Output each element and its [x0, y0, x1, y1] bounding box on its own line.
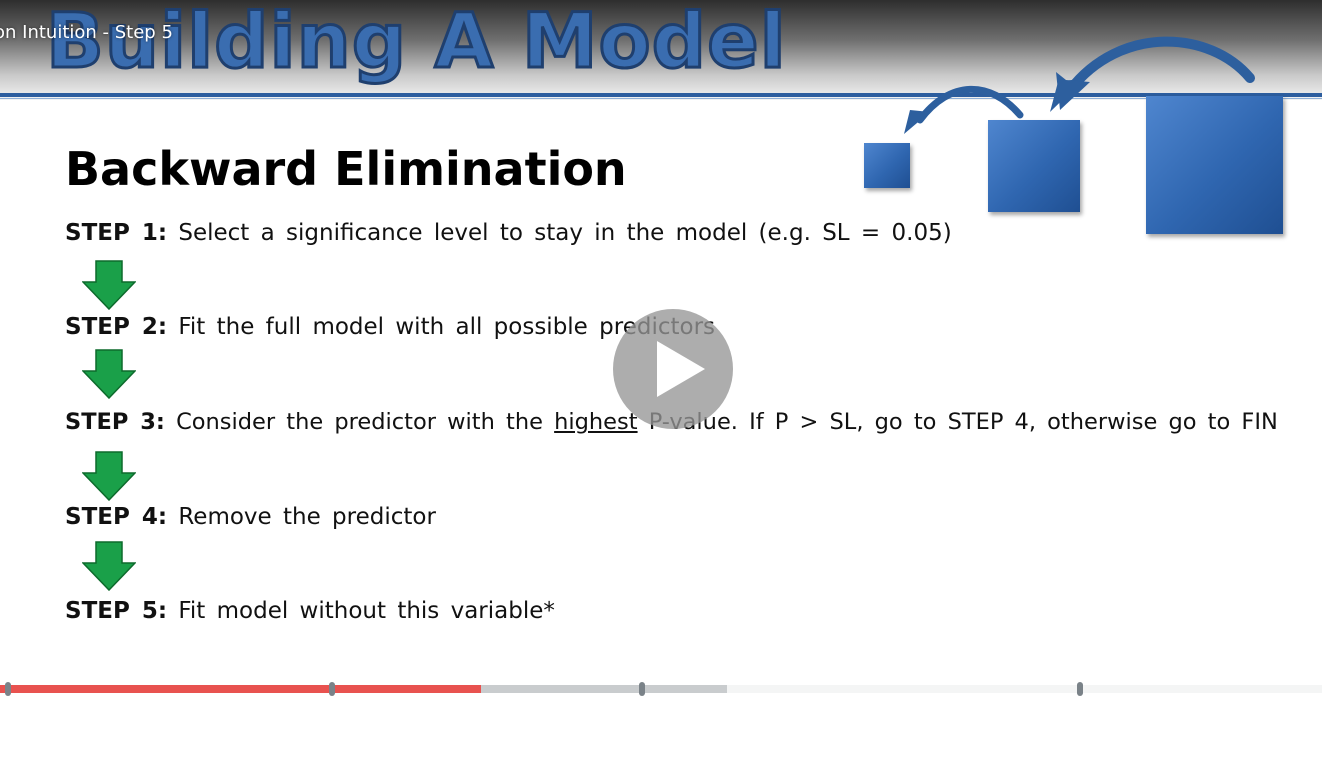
play-icon [657, 341, 705, 397]
play-button[interactable] [613, 309, 733, 429]
video-title[interactable]: on Intuition - Step 5 [0, 22, 173, 43]
down-arrow-icon [82, 260, 136, 310]
step-2-label: STEP 2: [65, 314, 168, 340]
header-divider-thin [0, 98, 1322, 99]
step-3-label: STEP 3: [65, 409, 165, 435]
large-square-graphic [1146, 96, 1283, 234]
step-4: STEP 4: Remove the predictor [65, 504, 436, 530]
step-3: STEP 3: Consider the predictor with the … [65, 409, 1278, 435]
header-divider [0, 93, 1322, 97]
step-4-label: STEP 4: [65, 504, 168, 530]
chapter-marker[interactable] [329, 682, 336, 696]
step-1: STEP 1: Select a significance level to s… [65, 220, 952, 246]
chapter-marker[interactable] [638, 682, 645, 696]
slide-header-band [0, 0, 1322, 100]
small-square-graphic [864, 143, 910, 188]
step-3-text-post: P-value. If P > SL, go to STEP 4, otherw… [648, 409, 1278, 435]
banner-title: Building A Model [45, 0, 788, 87]
step-4-text: Remove the predictor [178, 504, 436, 530]
chapter-marker[interactable] [5, 682, 12, 696]
medium-square-graphic [988, 120, 1080, 212]
down-arrow-icon [82, 541, 136, 591]
step-1-text: Select a significance level to stay in t… [178, 220, 952, 246]
chapter-marker[interactable] [1077, 682, 1084, 696]
step-5-label: STEP 5: [65, 598, 168, 624]
down-arrow-icon [82, 349, 136, 399]
step-5: STEP 5: Fit model without this variable* [65, 598, 555, 624]
played-progress [0, 685, 482, 693]
step-3-text-pre: Consider the predictor with the [176, 409, 543, 435]
slide-heading: Backward Elimination [65, 142, 627, 196]
step-2: STEP 2: Fit the full model with all poss… [65, 314, 715, 340]
step-5-text: Fit model without this variable* [178, 598, 555, 624]
step-1-label: STEP 1: [65, 220, 168, 246]
curved-arrows-icon [904, 36, 1255, 134]
down-arrow-icon [82, 451, 136, 501]
step-3-emphasis: highest [554, 409, 638, 435]
seek-bar[interactable] [0, 682, 1322, 696]
